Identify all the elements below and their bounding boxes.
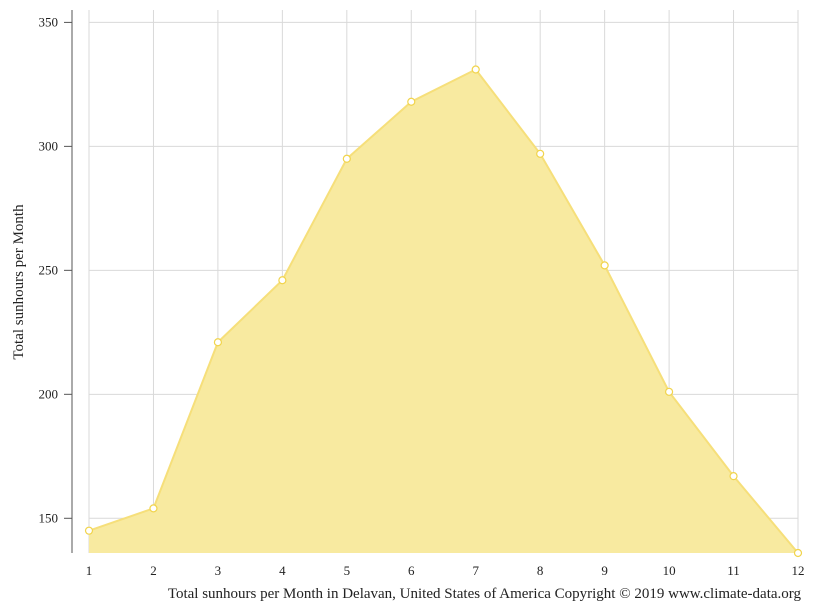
- data-point[interactable]: [793, 548, 803, 558]
- y-tick-label: 300: [39, 138, 59, 153]
- x-tick-label: 7: [472, 563, 479, 578]
- area-fill: [89, 69, 798, 554]
- chart-caption: Total sunhours per Month in Delavan, Uni…: [168, 586, 802, 602]
- x-tick-label: 12: [792, 563, 805, 578]
- x-tick-label: 5: [344, 563, 351, 578]
- x-tick-label: 4: [279, 563, 286, 578]
- axis-layer: [64, 10, 73, 553]
- x-tick-label: 2: [150, 563, 157, 578]
- data-point[interactable]: [407, 97, 416, 106]
- data-point[interactable]: [600, 261, 609, 270]
- data-point[interactable]: [471, 65, 480, 74]
- data-point[interactable]: [213, 338, 223, 347]
- marker-layer: [84, 65, 803, 558]
- y-tick-label: 250: [39, 262, 59, 277]
- series-line: [88, 68, 799, 554]
- data-point[interactable]: [149, 504, 158, 513]
- y-tick-label: 150: [39, 510, 59, 525]
- data-point[interactable]: [664, 387, 674, 396]
- y-tick-label: 350: [39, 14, 59, 29]
- y-axis-title: Total sunhours per Month: [11, 204, 27, 360]
- data-point[interactable]: [536, 149, 545, 158]
- x-tick-label: 6: [408, 563, 415, 578]
- x-tick-label: 9: [601, 563, 608, 578]
- x-tick-label: 10: [663, 563, 676, 578]
- x-tick-label: 1: [86, 563, 93, 578]
- x-tick-label: 3: [215, 563, 222, 578]
- y-tick-label: 200: [39, 386, 59, 401]
- x-tick-label: 11: [727, 563, 740, 578]
- data-point[interactable]: [84, 526, 94, 535]
- data-point[interactable]: [729, 472, 738, 481]
- x-tick-label: 8: [537, 563, 544, 578]
- area-layer: [88, 68, 799, 554]
- data-point[interactable]: [278, 276, 287, 285]
- data-point[interactable]: [342, 154, 351, 163]
